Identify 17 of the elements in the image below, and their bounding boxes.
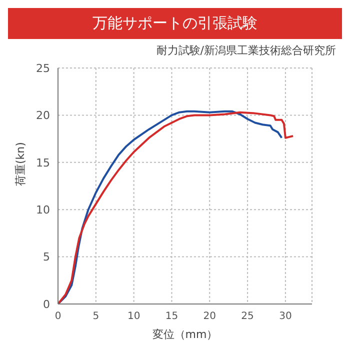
x-tick-label: 15 (165, 311, 178, 322)
y-tick-label: 15 (36, 156, 50, 170)
chart-subtitle: 耐力試験/新潟県工業技術総合研究所 (155, 43, 337, 58)
x-tick-label: 0 (54, 311, 62, 322)
y-tick-label: 20 (36, 109, 50, 122)
y-tick-label: 25 (36, 62, 50, 75)
x-tick-label: 20 (203, 311, 216, 322)
x-axis-title: 変位（mm） (152, 328, 218, 341)
x-tick-label: 30 (279, 311, 292, 322)
y-tick-label: 5 (43, 250, 50, 264)
y-axis-title: 荷重(kn) (14, 142, 27, 186)
chart-title: 万能サポートの引張試験 (8, 8, 342, 39)
y-tick-label: 0 (43, 298, 50, 311)
x-tick-label: 5 (92, 311, 100, 322)
x-tick-label: 10 (127, 311, 140, 322)
y-tick-label: 10 (36, 204, 50, 217)
x-tick-label: 25 (241, 311, 254, 322)
